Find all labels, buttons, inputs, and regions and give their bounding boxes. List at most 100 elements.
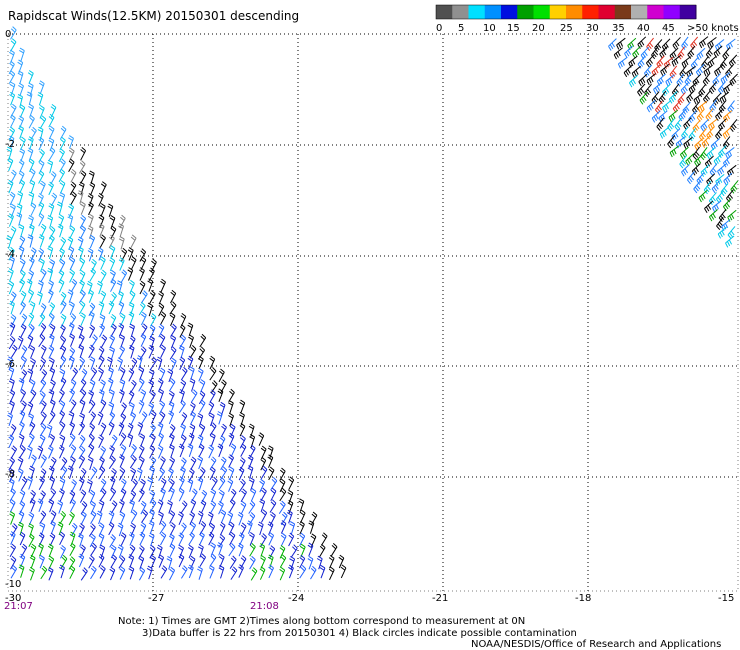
wind-barb bbox=[190, 389, 198, 403]
wind-barb bbox=[68, 322, 75, 336]
y-tick-label-1: -2 bbox=[5, 139, 15, 150]
wind-barb bbox=[18, 510, 25, 525]
color-swatch bbox=[436, 5, 453, 19]
wind-barb bbox=[27, 70, 34, 84]
wind-barb bbox=[68, 433, 76, 447]
wind-barb bbox=[167, 499, 173, 514]
wind-barb bbox=[299, 554, 306, 569]
wind-barb bbox=[637, 36, 647, 49]
wind-barb bbox=[109, 334, 116, 349]
wind-barb bbox=[288, 476, 295, 491]
wind-barb bbox=[29, 179, 36, 194]
wind-barb bbox=[79, 544, 86, 558]
wind-barb bbox=[48, 234, 55, 249]
wind-barb bbox=[149, 335, 155, 350]
wind-barb bbox=[19, 278, 26, 293]
wind-barb bbox=[158, 554, 165, 568]
x-tick-label-0: -30 bbox=[5, 593, 21, 604]
wind-barb bbox=[696, 172, 705, 185]
wind-barb bbox=[140, 323, 148, 337]
wind-barb bbox=[220, 423, 227, 438]
color-swatch bbox=[679, 5, 697, 19]
wind-barb bbox=[17, 335, 24, 350]
wind-barb bbox=[49, 433, 56, 448]
wind-barb bbox=[108, 401, 115, 416]
wind-barb bbox=[278, 500, 286, 514]
wind-barb bbox=[8, 126, 16, 141]
wind-barb bbox=[671, 83, 680, 97]
wind-barb bbox=[109, 445, 115, 459]
wind-barb bbox=[38, 333, 46, 348]
wind-barb bbox=[130, 357, 138, 372]
color-scale-label: 5 bbox=[458, 23, 464, 34]
color-swatch bbox=[517, 5, 534, 19]
wind-barb bbox=[90, 466, 98, 480]
wind-barb bbox=[117, 522, 124, 537]
wind-barb bbox=[119, 432, 127, 446]
wind-barb bbox=[60, 300, 67, 314]
wind-barb bbox=[160, 531, 167, 546]
wind-barb bbox=[20, 356, 27, 370]
wind-barb bbox=[230, 443, 237, 458]
wind-barb bbox=[8, 366, 15, 381]
wind-barb bbox=[100, 269, 107, 284]
wind-barb bbox=[49, 367, 56, 381]
note-line-2: 3)Data buffer is 22 hrs from 20150301 4)… bbox=[142, 628, 577, 639]
wind-barb bbox=[229, 531, 236, 546]
wind-barb bbox=[10, 565, 18, 579]
wind-barb bbox=[108, 521, 115, 536]
wind-barb bbox=[119, 499, 125, 513]
wind-barb bbox=[119, 454, 125, 468]
wind-barb bbox=[128, 344, 135, 359]
wind-barb bbox=[58, 269, 65, 284]
wind-barb bbox=[69, 269, 76, 283]
wind-barb bbox=[687, 45, 696, 59]
wind-barb bbox=[160, 344, 166, 359]
wind-barb bbox=[140, 411, 148, 425]
wind-barb bbox=[644, 83, 652, 97]
wind-barb bbox=[79, 201, 86, 215]
wind-barb bbox=[167, 368, 174, 383]
wind-barb bbox=[8, 335, 16, 350]
wind-barb bbox=[38, 542, 44, 557]
wind-barb bbox=[166, 555, 173, 570]
wind-barb bbox=[139, 248, 147, 262]
wind-barb bbox=[139, 267, 145, 281]
x-tick-label-4: -18 bbox=[575, 593, 591, 604]
wind-barb bbox=[28, 214, 34, 229]
wind-barb bbox=[218, 565, 225, 579]
wind-barb bbox=[208, 412, 215, 427]
wind-barb bbox=[70, 379, 77, 393]
wind-barb bbox=[667, 135, 676, 149]
wind-barb bbox=[209, 389, 216, 403]
wind-barb bbox=[39, 323, 47, 337]
wind-barb bbox=[616, 37, 626, 50]
wind-barb bbox=[140, 500, 147, 515]
wind-barb bbox=[48, 279, 54, 294]
wind-barb bbox=[119, 334, 125, 348]
wind-barb bbox=[721, 219, 731, 232]
wind-barb bbox=[249, 531, 255, 546]
wind-barb bbox=[40, 303, 47, 317]
wind-barb bbox=[87, 247, 94, 262]
wind-barb bbox=[57, 223, 64, 238]
wind-barb bbox=[58, 444, 65, 459]
wind-barb bbox=[40, 223, 47, 238]
wind-barb bbox=[288, 564, 294, 579]
wind-barb bbox=[651, 110, 661, 123]
wind-barb bbox=[698, 36, 709, 49]
wind-barb bbox=[106, 356, 113, 371]
wind-barb bbox=[715, 108, 724, 121]
wind-barb bbox=[669, 65, 678, 79]
wind-barb bbox=[26, 445, 33, 460]
wind-barb bbox=[16, 203, 23, 217]
wind-barb bbox=[78, 181, 85, 196]
wind-barb bbox=[90, 367, 98, 381]
wind-barb bbox=[682, 101, 691, 115]
wind-barb bbox=[725, 147, 735, 159]
color-swatch bbox=[533, 5, 551, 19]
wind-barb bbox=[260, 445, 267, 460]
wind-barb bbox=[87, 456, 94, 471]
wind-barb bbox=[39, 115, 47, 129]
wind-barb bbox=[623, 64, 633, 78]
